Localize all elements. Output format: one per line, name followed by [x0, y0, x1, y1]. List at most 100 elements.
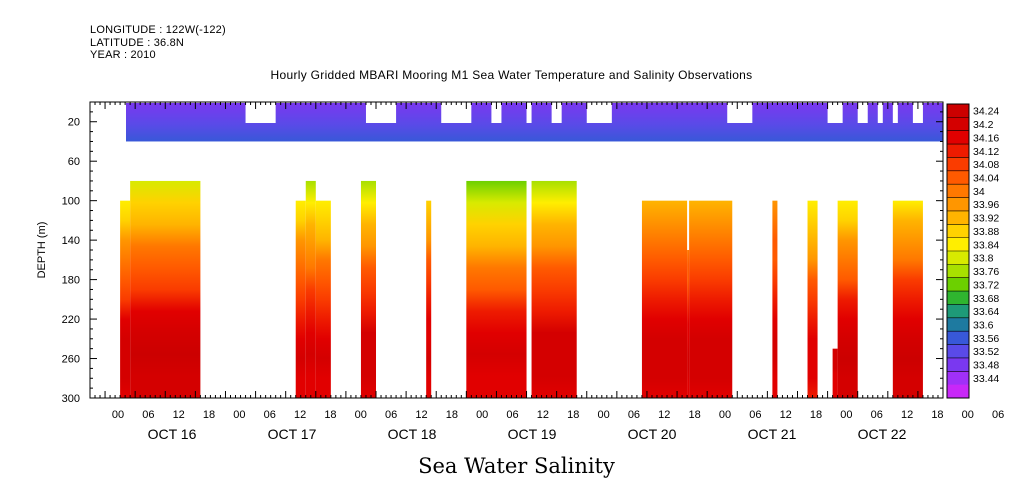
colorbar-label: 33.72 — [973, 279, 999, 291]
colorbar-swatch — [947, 144, 969, 158]
colorbar-swatch — [947, 237, 969, 252]
latitude-label: LATITUDE : 36.8N — [90, 37, 185, 49]
colorbar-swatch — [947, 117, 969, 132]
x-tick-label: 18 — [567, 409, 579, 421]
colorbar-swatch — [947, 277, 969, 292]
colorbar-label: 33.68 — [973, 293, 999, 305]
colorbar-swatch — [947, 224, 969, 239]
x-tick-label: 18 — [689, 409, 701, 421]
shallow-band-gap — [441, 103, 472, 123]
colorbar-label: 33.88 — [973, 226, 999, 238]
colorbar-swatch — [947, 104, 969, 118]
colorbar-label: 33.76 — [973, 266, 999, 278]
x-tick-label: 00 — [962, 409, 974, 421]
x-tick-label: 18 — [203, 409, 215, 421]
deep-salinity-segment — [531, 180, 577, 398]
y-tick-label: 20 — [68, 117, 80, 129]
colorbar-swatch — [947, 317, 969, 332]
colorbar-label: 33.92 — [973, 213, 999, 225]
colorbar-label: 33.56 — [973, 333, 999, 345]
colorbar-swatch — [947, 357, 969, 372]
shallow-band-gap — [491, 103, 502, 123]
colorbar-label: 33.44 — [973, 373, 999, 385]
colorbar-label: 34 — [973, 186, 985, 198]
x-tick-label: 06 — [142, 409, 154, 421]
colorbar-label: 33.84 — [973, 239, 999, 251]
deep-salinity-segment — [315, 200, 331, 398]
colorbar-label: 33.8 — [973, 253, 994, 265]
x-tick-label: 18 — [810, 409, 822, 421]
shallow-band-gap — [877, 103, 883, 123]
x-tick-label: 06 — [871, 409, 883, 421]
deep-salinity-segment — [641, 200, 688, 398]
colorbar-swatch — [947, 264, 969, 279]
x-tick-label: 12 — [658, 409, 670, 421]
colorbar-swatch — [947, 130, 969, 145]
colorbar-swatch — [947, 184, 969, 198]
colorbar-label: 34.16 — [973, 132, 999, 144]
shallow-band-gap — [245, 103, 276, 123]
shallow-band-gap — [365, 103, 397, 123]
shallow-band-gap — [892, 103, 898, 123]
shallow-band-gap — [912, 103, 923, 123]
x-tick-label: 12 — [415, 409, 427, 421]
x-tick-label: 12 — [537, 409, 549, 421]
x-tick-label: 00 — [476, 409, 488, 421]
y-tick-label: 100 — [62, 196, 80, 208]
deep-salinity-segment — [360, 180, 377, 398]
x-day-label: OCT 20 — [628, 426, 677, 442]
x-tick-label: 00 — [840, 409, 852, 421]
colorbar-label: 33.64 — [973, 306, 999, 318]
colorbar-swatch — [947, 331, 969, 345]
colorbar-swatch — [947, 157, 969, 172]
x-tick-label: 06 — [749, 409, 761, 421]
y-tick-label: 220 — [62, 314, 80, 326]
x-day-label: OCT 17 — [268, 426, 317, 442]
y-tick-label: 180 — [62, 275, 80, 287]
x-tick-label: 06 — [628, 409, 640, 421]
colorbar-label: 34.2 — [973, 119, 994, 131]
deep-salinity-segment — [130, 180, 201, 398]
axes: 00 06 12 18 00 06 12 18 00 06 12 18 00 06 12 18 00 06 12 18… — [36, 101, 1004, 442]
colorbar-label: 33.48 — [973, 360, 999, 372]
deep-salinity-segment — [305, 180, 316, 398]
x-day-label: OCT 21 — [748, 426, 797, 442]
deep-salinity-segment — [892, 200, 923, 398]
x-day-label: OCT 18 — [388, 426, 437, 442]
colorbar-swatch — [947, 304, 969, 319]
plot-area — [120, 103, 943, 398]
y-tick-label: 60 — [68, 156, 80, 168]
y-tick-label: 260 — [62, 354, 80, 366]
deep-salinity-segment — [120, 200, 131, 398]
x-tick-label: 06 — [992, 409, 1004, 421]
x-day-label: OCT 19 — [508, 426, 557, 442]
x-tick-label: 06 — [385, 409, 397, 421]
colorbar-swatch — [947, 291, 969, 305]
x-tick-label: 12 — [901, 409, 913, 421]
year-label: YEAR : 2010 — [90, 49, 156, 61]
longitude-label: LONGITUDE : 122W(-122) — [90, 24, 226, 36]
colorbar-label: 34.12 — [973, 146, 999, 158]
x-tick-label: 00 — [112, 409, 124, 421]
chart-title: Hourly Gridded MBARI Mooring M1 Sea Wate… — [270, 68, 753, 82]
x-axis-title: Sea Water Salinity — [418, 454, 615, 478]
x-tick-label: 06 — [264, 409, 276, 421]
shallow-band-gap — [857, 103, 868, 123]
x-tick-label: 00 — [233, 409, 245, 421]
x-tick-label: 18 — [931, 409, 943, 421]
colorbar-swatch — [947, 371, 969, 386]
deep-salinity-segment — [295, 200, 306, 398]
colorbar-label: 33.52 — [973, 346, 999, 358]
x-tick-label: 06 — [506, 409, 518, 421]
x-tick-label: 18 — [324, 409, 336, 421]
x-tick-label: 12 — [173, 409, 185, 421]
deep-salinity-segment — [426, 200, 432, 398]
colorbar-swatch — [947, 251, 969, 265]
x-tick-label: 00 — [597, 409, 609, 421]
shallow-band-gap — [827, 103, 843, 123]
deep-salinity-segment — [689, 200, 733, 398]
shallow-band-gap — [586, 103, 612, 123]
colorbar-swatch — [947, 170, 969, 185]
